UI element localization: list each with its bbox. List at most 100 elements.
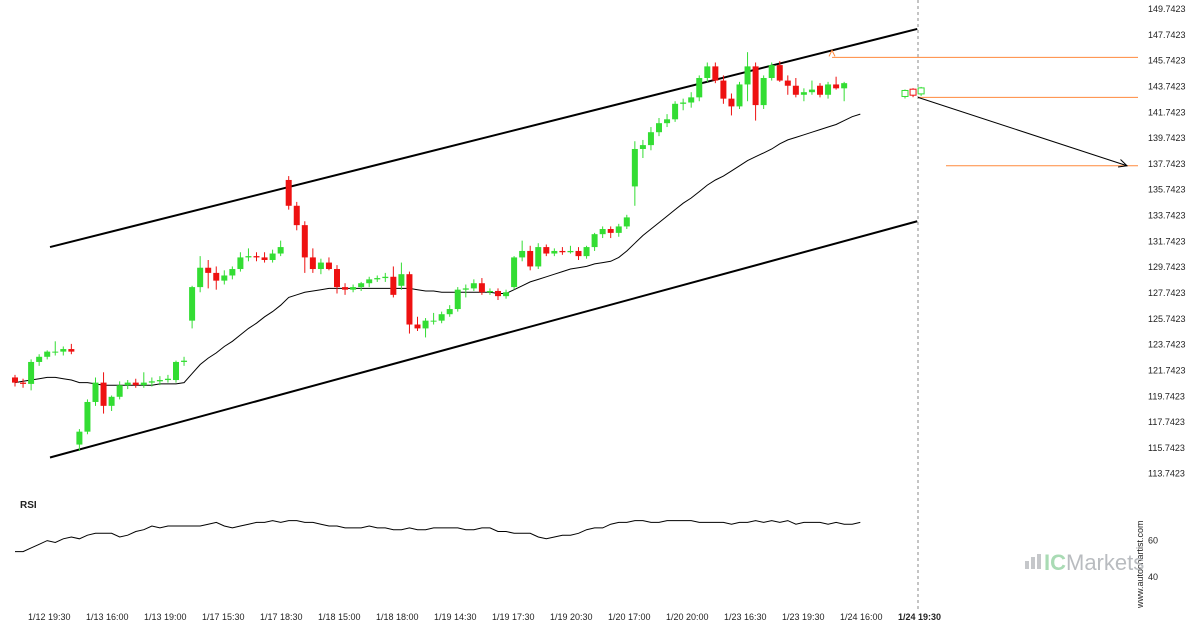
price-tick-label: 117.7423 [1148,417,1185,427]
time-axis-label: 1/13 19:00 [144,612,187,622]
price-tick-label: 145.7423 [1148,56,1186,66]
hollow-candle-body [909,88,917,96]
forecast-arrow-head-icon [1118,159,1129,168]
candle-body [583,247,590,257]
candle-body [800,92,807,95]
candle-body [116,385,123,397]
price-tick-label: 149.7423 [1148,4,1186,14]
time-axis-label: 1/20 20:00 [666,612,709,622]
candle-body [325,262,332,270]
candle-body [736,84,743,107]
rsi-title: RSI [20,500,37,511]
time-axis: 1/12 19:30 1/13 16:00 1/13 19:00 1/17 15:30… [28,612,941,622]
candle-body [680,102,687,104]
rsi-tick-label: 60 [1148,536,1158,546]
candle-body [688,97,695,103]
candle-body [776,65,783,81]
candle-body [173,361,179,381]
candle-body [28,361,35,384]
upper-channel-line [49,27,918,249]
candle-body [156,380,163,382]
candle-body [406,274,413,325]
candle-body [599,229,606,235]
price-tick-label: 125.7423 [1148,314,1186,324]
overlay-lines [14,0,1138,610]
candle-body [334,269,340,288]
candle-body [841,83,848,89]
candle-body [301,225,308,258]
time-axis-label: 1/24 16:00 [840,612,883,622]
candle-body [422,320,429,329]
time-axis-label: 1/18 18:00 [376,612,419,622]
candle-body [317,262,324,270]
candle-body [342,287,349,290]
time-axis-label: 1/20 17:00 [608,612,651,622]
candle-body [92,382,99,402]
candle-body [744,66,751,85]
candle-body [543,247,550,254]
price-axis: 149.7423 147.7423 145.7423 143.7423 141.7423… [1148,4,1186,479]
time-axis-label: 1/23 16:30 [724,612,767,622]
candle-body [825,84,832,95]
time-axis-label: 1/24 19:30 [898,612,941,622]
candle-body [213,272,220,281]
candle-body [760,77,767,106]
candle-body [430,320,437,322]
brand-logo-icon [1025,554,1041,569]
candle-body [495,290,501,297]
time-axis-label: 1/18 15:00 [318,612,361,622]
candle-body [768,65,775,78]
candle-body [656,123,662,133]
price-tick-label: 143.7423 [1148,81,1186,91]
candle-body [140,382,147,386]
candle-body [132,382,139,386]
candle-body [752,66,759,106]
moving-average-line [14,113,861,386]
candle-body [277,247,284,254]
price-tick-label: 141.7423 [1148,107,1186,117]
candle-body [60,349,67,352]
candle-body [470,283,477,289]
forecast-arrow-line [917,96,1128,167]
candle-body [269,253,276,260]
candle-body [181,360,188,362]
watermark: www.autochartist.com ICMarkets [1025,520,1145,609]
candle-body [197,267,204,288]
price-tick-label: 139.7423 [1148,133,1186,143]
price-tick-label: 147.7423 [1148,30,1186,40]
candle-body [84,401,91,432]
candle-body [414,324,421,329]
candle-body [398,274,405,286]
price-tick-label: 115.7423 [1148,443,1185,453]
candle-body [446,309,453,315]
candle-body [350,287,357,290]
time-axis-label: 1/19 20:30 [550,612,593,622]
candle-body [647,132,654,146]
time-axis-label: 1/19 17:30 [492,612,535,622]
price-tick-label: 137.7423 [1148,159,1186,169]
candle-body [462,288,469,290]
candle-body [511,257,518,288]
candle-body [100,382,107,406]
candle-body [253,256,260,258]
candle-body [189,287,196,321]
candle-body [261,257,268,260]
candle-body [76,431,83,445]
time-axis-label: 1/23 19:30 [782,612,825,622]
price-tick-label: 127.7423 [1148,288,1186,298]
candle-body [285,179,292,206]
candle-body [205,267,212,273]
price-tick-label: 119.7423 [1148,391,1185,401]
candles-group [12,52,925,452]
candle-body [664,119,671,124]
candle-body [245,256,252,258]
candle-body [720,80,727,99]
time-axis-label: 1/13 16:00 [86,612,129,622]
brand-logo-text: ICMarkets [1044,550,1144,575]
candle-body [704,66,711,78]
time-axis-label: 1/17 15:30 [202,612,245,622]
candle-body [293,205,300,226]
brand-ic: IC [1044,550,1066,575]
